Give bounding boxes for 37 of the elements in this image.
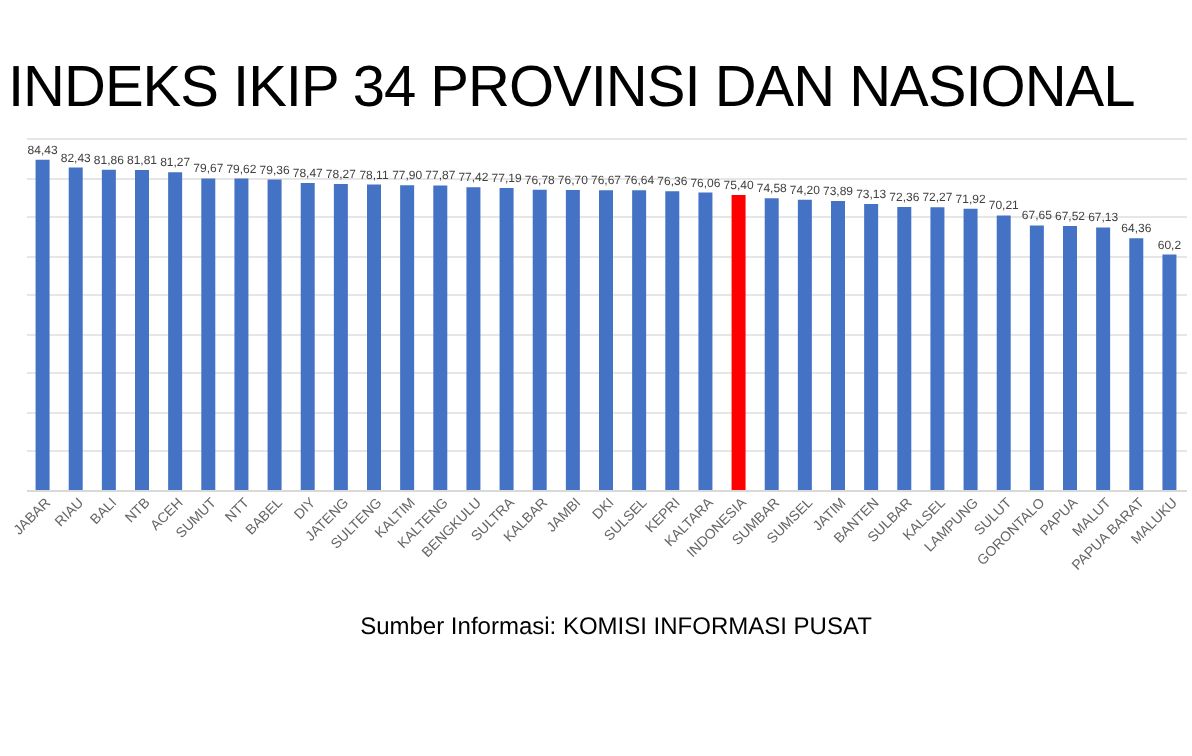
bar (963, 208, 978, 490)
bar (665, 191, 680, 490)
bar (532, 189, 547, 490)
bar (135, 170, 149, 490)
bar (367, 184, 381, 490)
bar (400, 185, 415, 490)
bar (466, 187, 481, 490)
bar (101, 169, 116, 490)
text: Sumber Informasi: KOMISI INFORMASI PUSAT (358, 612, 874, 640)
bar (996, 215, 1011, 490)
bar (267, 179, 282, 490)
bar (930, 207, 945, 490)
bar (1029, 225, 1044, 490)
bar (797, 199, 812, 490)
bar (433, 185, 448, 490)
bar (35, 159, 50, 490)
bar (1096, 227, 1111, 490)
bar (698, 192, 713, 490)
bar (499, 188, 514, 490)
bar (1063, 225, 1077, 490)
bar (68, 167, 83, 490)
bar (168, 172, 183, 490)
bar (897, 206, 912, 490)
bar (632, 190, 647, 490)
bar (300, 183, 315, 490)
bar (764, 198, 779, 490)
bar (864, 203, 879, 490)
bar (201, 178, 216, 490)
bar (565, 190, 580, 490)
chart-title: INDEKS IKIP 34 PROVINSI DAN NASIONAL (6, 54, 1137, 122)
bar (731, 195, 746, 490)
bar (1162, 254, 1177, 490)
bar (1129, 238, 1144, 490)
bar (234, 178, 249, 490)
bar (599, 190, 613, 490)
bar (831, 201, 845, 490)
bar (333, 183, 348, 490)
